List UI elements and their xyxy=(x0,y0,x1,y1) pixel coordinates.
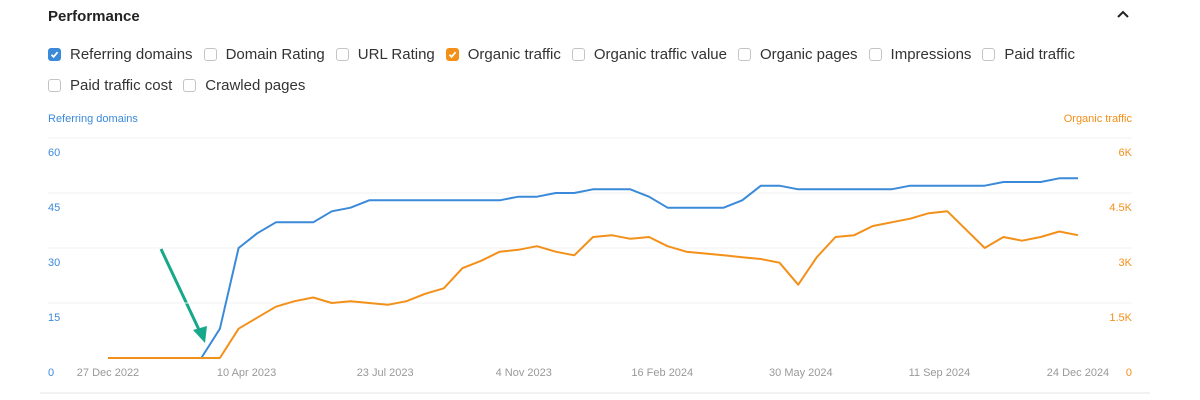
checkbox[interactable] xyxy=(868,47,882,61)
checkbox[interactable] xyxy=(48,47,61,61)
checkbox[interactable] xyxy=(445,47,459,61)
series-line xyxy=(108,210,1079,359)
y-axis-title: Referring domains xyxy=(48,113,138,125)
check-mark xyxy=(50,51,59,58)
check-mark xyxy=(448,51,457,58)
metric-toggle[interactable]: Crawled pages xyxy=(183,75,305,95)
y-tick-label: 30 xyxy=(48,257,60,269)
checkbox[interactable] xyxy=(48,78,61,92)
x-tick-label: 27 Dec 2022 xyxy=(77,367,139,379)
x-tick-label: 23 Jul 2023 xyxy=(357,367,414,379)
metric-toggle[interactable]: Referring domains xyxy=(48,44,193,64)
checkbox[interactable] xyxy=(737,47,751,61)
x-tick-label: 30 May 2024 xyxy=(769,367,833,379)
metric-toggle[interactable]: Paid traffic xyxy=(982,44,1075,64)
metric-toggle[interactable]: Organic pages xyxy=(737,44,858,64)
metric-label: Organic traffic xyxy=(467,45,561,63)
y2-tick-label: 3K xyxy=(1119,257,1133,269)
y-tick-label: 45 xyxy=(48,202,60,214)
checkbox[interactable] xyxy=(203,47,217,61)
metric-toggle[interactable]: Domain Rating xyxy=(203,44,325,64)
series-line xyxy=(108,177,1078,359)
x-tick-label: 10 Apr 2023 xyxy=(217,367,276,379)
metric-label: Paid traffic cost xyxy=(70,76,173,94)
metric-toggle[interactable]: URL Rating xyxy=(335,44,435,64)
metric-toggles: Referring domains Domain Rating URL Rating… xyxy=(48,44,1113,95)
collapse-caret[interactable] xyxy=(1114,6,1132,24)
checkbox[interactable] xyxy=(982,47,996,61)
checkbox[interactable] xyxy=(571,47,585,61)
metric-label: Impressions xyxy=(890,45,972,63)
metric-toggle[interactable]: Organic traffic xyxy=(445,44,561,64)
metric-toggle[interactable]: Organic traffic value xyxy=(571,44,727,64)
section-title: Performance xyxy=(48,8,140,25)
x-tick-label: 4 Nov 2023 xyxy=(496,367,552,379)
checkbox[interactable] xyxy=(335,47,349,61)
x-tick-label: 11 Sep 2024 xyxy=(909,367,971,379)
y2-tick-label: 6K xyxy=(1119,147,1133,159)
metric-label: Crawled pages xyxy=(205,76,306,94)
y2-tick-label: 0 xyxy=(1126,367,1132,379)
y2-axis-title: Organic traffic xyxy=(1064,113,1133,125)
checkbox[interactable] xyxy=(183,78,197,92)
metric-toggle[interactable]: Impressions xyxy=(868,44,972,64)
metric-label: Domain Rating xyxy=(225,45,325,63)
y2-tick-label: 1.5K xyxy=(1109,312,1132,324)
metric-toggle[interactable]: Paid traffic cost xyxy=(48,75,172,95)
metric-label: Organic pages xyxy=(759,45,858,63)
metric-label: Referring domains xyxy=(70,45,193,63)
metric-label: URL Rating xyxy=(357,45,435,63)
y-tick-label: 0 xyxy=(48,367,54,379)
y2-tick-label: 4.5K xyxy=(1109,202,1132,214)
metric-label: Organic traffic value xyxy=(593,45,727,63)
x-tick-label: 16 Feb 2024 xyxy=(631,367,693,379)
x-tick-label: 24 Dec 2024 xyxy=(1047,367,1109,379)
y-tick-label: 15 xyxy=(48,312,60,324)
metric-label: Paid traffic xyxy=(1004,45,1075,63)
annotation-arrow xyxy=(159,248,207,343)
y-tick-label: 60 xyxy=(48,147,60,159)
